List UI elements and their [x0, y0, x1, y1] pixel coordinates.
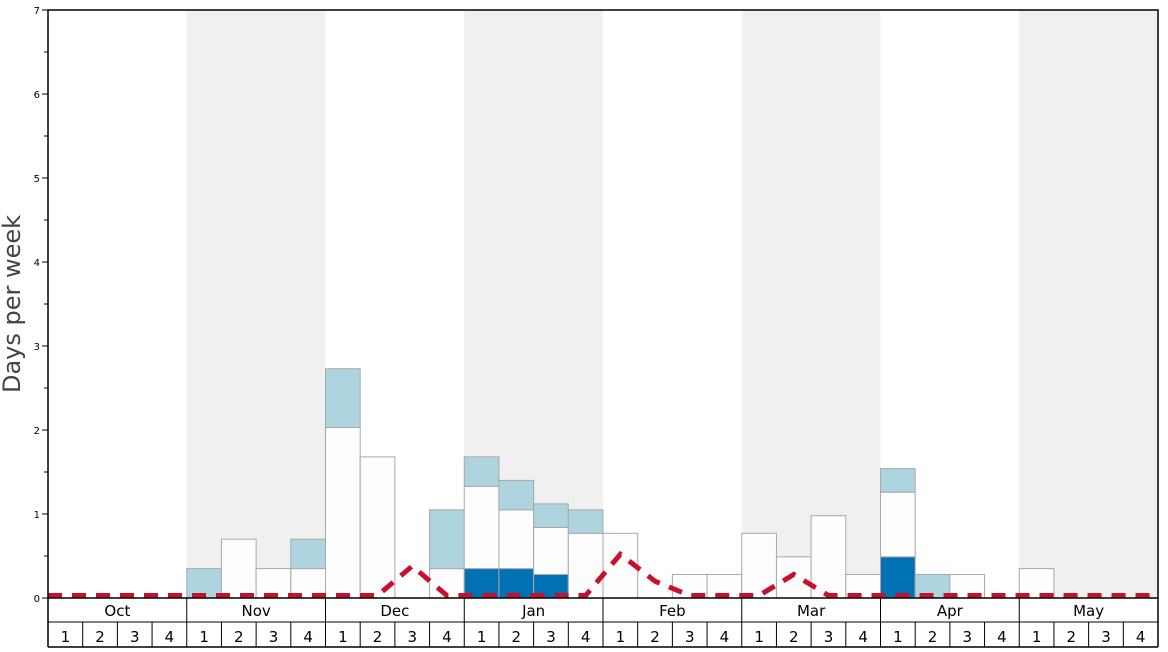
y-tick-label: 5	[34, 174, 40, 185]
bar-white-mar-w3	[810, 515, 847, 599]
month-label-dec: Dec	[380, 602, 409, 620]
bar-light-jan-w1	[463, 456, 500, 487]
bar-white-dec-w2	[359, 456, 396, 599]
week-label: 1	[477, 628, 487, 646]
bar-white-jan-w3	[533, 526, 569, 575]
y-axis: 0 1 2 3 4 5 6 7	[34, 6, 48, 605]
bar-white-mar-w2	[775, 556, 812, 599]
bar-white-jan-w2	[498, 509, 535, 570]
week-label: 4	[720, 628, 730, 646]
month-label-may: May	[1073, 602, 1104, 620]
week-label: 4	[1136, 628, 1146, 646]
week-label: 3	[269, 628, 279, 646]
week-label: 4	[442, 628, 452, 646]
month-label-jan: Jan	[521, 602, 545, 620]
month-label-feb: Feb	[659, 602, 686, 620]
week-label: 2	[928, 628, 938, 646]
bar-light-dec-w4	[429, 509, 465, 570]
week-label: 2	[95, 628, 105, 646]
bar-white-apr-w1	[880, 491, 916, 558]
week-label: 3	[685, 628, 695, 646]
week-label: 2	[1067, 628, 1077, 646]
week-label: 1	[893, 628, 903, 646]
bar-light-dec-w1	[325, 368, 361, 428]
y-tick-label: 6	[34, 90, 40, 101]
week-label: 3	[824, 628, 834, 646]
y-tick-label: 0	[34, 594, 40, 605]
month-shade-may	[1019, 10, 1158, 598]
bar-light-nov-w4	[290, 538, 326, 570]
week-label: 3	[130, 628, 140, 646]
y-axis-label: Days per week	[0, 215, 26, 393]
y-tick-label: 1	[34, 510, 40, 521]
bar-dark-apr-w1	[880, 556, 916, 599]
month-label-oct: Oct	[104, 602, 130, 620]
bar-light-apr-w1	[880, 468, 916, 493]
y-tick-label: 4	[34, 258, 40, 269]
y-tick-label: 3	[34, 342, 40, 353]
week-label: 4	[858, 628, 868, 646]
month-shade-mar	[741, 10, 881, 598]
x-axis: Oct 1 2 3 4 Nov 1 2 3 4 Dec 1 2 3 4 Jan 1 2 3 4 Feb 1 2 3 4 Mar 1 2…	[47, 598, 1159, 648]
week-label: 3	[1101, 628, 1111, 646]
week-label: 4	[581, 628, 591, 646]
week-label: 2	[512, 628, 522, 646]
week-label: 4	[997, 628, 1007, 646]
week-label: 2	[789, 628, 799, 646]
week-label: 1	[754, 628, 764, 646]
week-label: 2	[234, 628, 244, 646]
month-label-nov: Nov	[241, 602, 270, 620]
week-label: 3	[962, 628, 972, 646]
month-shade-nov	[186, 10, 326, 598]
bar-white-jan-w4	[567, 532, 604, 599]
average-line-series	[48, 550, 1158, 598]
bar-white-nov-w2	[220, 538, 257, 599]
y-tick-label: 7	[34, 6, 40, 17]
month-label-mar: Mar	[797, 602, 826, 620]
week-label: 4	[303, 628, 313, 646]
bar-white-dec-w1	[325, 426, 361, 599]
month-label-apr: Apr	[937, 602, 964, 620]
week-label: 2	[650, 628, 660, 646]
bar-light-jan-w3	[533, 503, 569, 528]
bars	[186, 368, 1055, 599]
bar-light-jan-w4	[567, 509, 604, 534]
week-label: 1	[616, 628, 626, 646]
week-label: 1	[199, 628, 209, 646]
average-line	[48, 550, 1158, 598]
month-shading	[186, 10, 1158, 598]
week-label: 3	[546, 628, 556, 646]
week-label: 1	[61, 628, 71, 646]
week-label: 2	[373, 628, 383, 646]
week-label: 4	[165, 628, 175, 646]
bar-light-jan-w2	[498, 479, 535, 511]
week-label: 1	[338, 628, 348, 646]
y-tick-label: 2	[34, 426, 40, 437]
week-label: 3	[407, 628, 417, 646]
week-label: 1	[1032, 628, 1042, 646]
bar-white-jan-w1	[463, 485, 500, 570]
